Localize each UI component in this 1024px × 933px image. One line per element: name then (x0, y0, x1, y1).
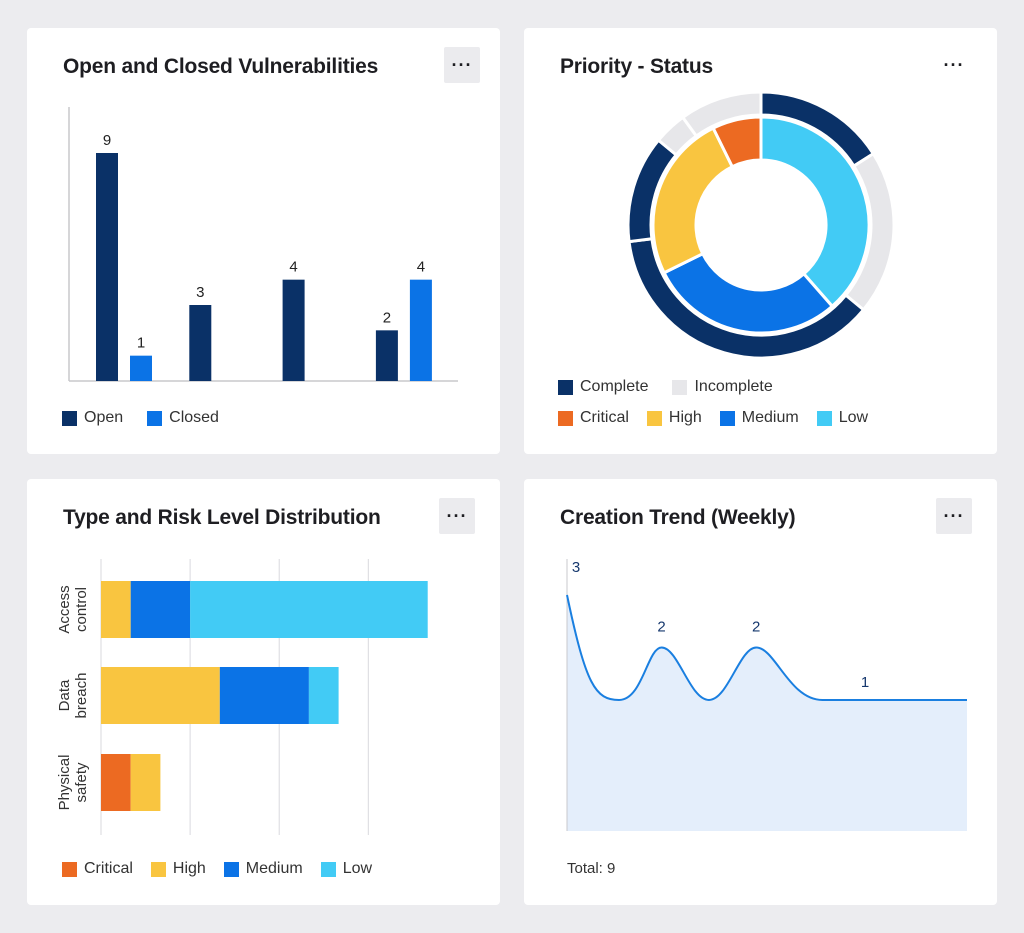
trend-area (567, 595, 967, 831)
legend-swatch-high (150, 861, 166, 877)
legend-label: Low (838, 409, 869, 426)
slice-critical (711, 115, 763, 169)
legend-item: Medium (719, 409, 799, 427)
bar-segment-high (101, 667, 220, 724)
data-label: 2 (657, 619, 665, 636)
legend-item: High (150, 860, 206, 878)
legend-item: Open (62, 409, 123, 427)
priority-status-card: Priority - Status ··· Complete Incomplet… (524, 28, 997, 454)
legend-label: High (172, 860, 206, 877)
slice-low (759, 115, 871, 309)
legend-swatch-closed (147, 410, 163, 426)
legend-swatch-low (816, 410, 832, 426)
legend-item: Incomplete (672, 378, 773, 396)
chart-legend: Critical High Medium Low (62, 860, 372, 878)
category-label-line: Access (56, 585, 73, 633)
category-label: Accesscontrol (56, 585, 90, 633)
legend-item: Critical (62, 860, 133, 878)
card-title: Priority - Status (560, 55, 713, 78)
card-title: Type and Risk Level Distribution (63, 506, 381, 529)
category-label-line: control (73, 587, 90, 632)
bar-segment-low (308, 667, 339, 724)
legend-label: Complete (580, 378, 649, 395)
status-legend: Complete Incomplete (558, 378, 773, 396)
slice-medium (662, 251, 835, 335)
category-label-line: breach (73, 673, 90, 719)
legend-swatch-critical (558, 410, 573, 426)
bar-segment-medium (130, 581, 191, 638)
legend-swatch-critical (62, 861, 77, 877)
data-label: 4 (289, 259, 297, 276)
more-options-button[interactable]: ··· (943, 54, 965, 75)
total-count: Total: 9 (567, 860, 616, 877)
data-label: 2 (752, 619, 760, 636)
legend-label: Open (84, 409, 124, 426)
legend-swatch-open (62, 410, 77, 426)
legend-swatch-medium (719, 410, 735, 426)
data-label: 4 (417, 259, 425, 276)
bar-segment-high (101, 581, 131, 638)
bar-segment-high (130, 754, 161, 811)
legend-label: Critical (84, 860, 133, 877)
legend-swatch-complete (558, 379, 573, 395)
card-title: Creation Trend (Weekly) (560, 506, 796, 529)
trend-area-chart: 3 2 2 1 (566, 559, 967, 831)
bar-segment-critical (101, 754, 131, 811)
priority-legend: Critical High Medium Low (558, 409, 868, 427)
vulnerabilities-card: Open and Closed Vulnerabilities ··· 9 1 3 4… (27, 28, 500, 454)
data-label: 2 (383, 309, 391, 326)
legend-swatch-low (320, 861, 336, 877)
more-options-button[interactable]: ··· (439, 498, 475, 534)
bar-segment-medium (219, 667, 309, 724)
risk-distribution-card: Type and Risk Level Distribution ··· Acc… (27, 479, 500, 905)
bar-closed (130, 355, 152, 381)
category-label: Physicalsafety (56, 755, 90, 811)
chart-legend: Open Closed (62, 409, 219, 427)
legend-label: High (668, 409, 702, 426)
slice-incomplete (680, 90, 763, 139)
bar-open (282, 279, 305, 381)
legend-item: Low (320, 860, 373, 878)
bar-closed (409, 279, 432, 381)
data-label: 1 (861, 674, 869, 691)
card-title: Open and Closed Vulnerabilities (63, 55, 379, 78)
more-options-button[interactable]: ··· (444, 47, 480, 83)
legend-label: Medium (245, 860, 303, 877)
legend-label: Incomplete (694, 378, 773, 395)
bar-open (375, 330, 398, 381)
data-label: 3 (196, 284, 204, 301)
legend-swatch-incomplete (672, 379, 688, 395)
legend-swatch-medium (223, 861, 239, 877)
data-label: 3 (572, 559, 580, 576)
legend-label: Low (342, 860, 373, 877)
trend-line (566, 594, 967, 702)
legend-item: Medium (223, 860, 303, 878)
bar-open (189, 305, 212, 381)
legend-label: Critical (580, 409, 629, 426)
creation-trend-card: Creation Trend (Weekly) ··· 3 2 2 1 Total: … (524, 479, 997, 905)
legend-label: Closed (169, 409, 219, 426)
priority-donut-chart (626, 90, 896, 360)
category-label-line: Data (56, 679, 73, 711)
data-label: 9 (103, 132, 111, 149)
vulnerabilities-bar-chart: 9 1 3 4 2 4 (68, 107, 458, 382)
legend-item: Complete (558, 378, 648, 396)
category-label-line: safety (73, 762, 90, 803)
category-label-line: Physical (56, 755, 73, 811)
bar-open (96, 153, 118, 381)
risk-stacked-bar-chart: Accesscontrol Databreach Physicalsafety (56, 559, 428, 835)
legend-item: Low (816, 409, 869, 427)
legend-item: Critical (558, 409, 629, 427)
legend-item: Closed (147, 409, 219, 427)
legend-label: Medium (741, 409, 799, 426)
category-label: Databreach (56, 673, 90, 719)
more-options-button[interactable]: ··· (936, 498, 972, 534)
bar-segment-low (190, 581, 428, 638)
legend-item: High (646, 409, 702, 427)
legend-swatch-high (646, 410, 662, 426)
data-label: 1 (137, 335, 145, 352)
